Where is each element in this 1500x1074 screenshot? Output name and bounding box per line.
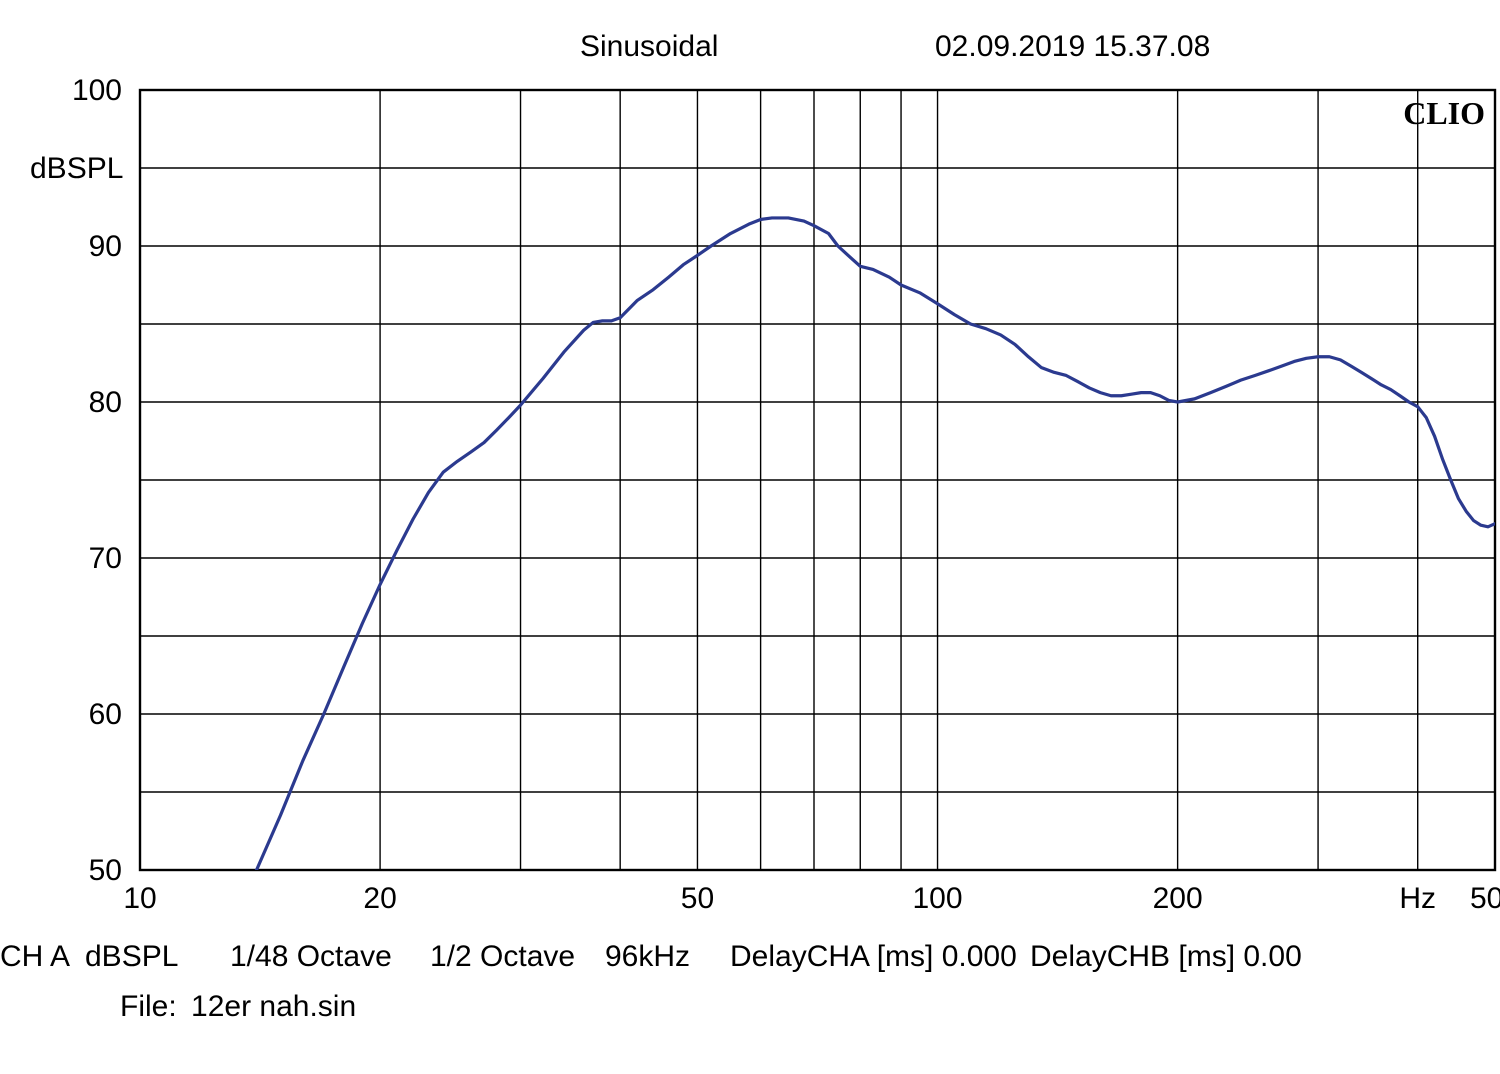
frequency-response-plot: 50 60 70 80 90 100 dBSPL 10 20 50 100 200 Hz 500 CLIO [0,0,1500,1074]
footer-segment: 96kHz [605,940,690,974]
file-label: File: [120,990,177,1023]
svg-text:100: 100 [72,74,122,107]
footer-file-line: File: 12er nah.sin [120,990,356,1024]
svg-text:10: 10 [123,882,156,915]
svg-text:500: 500 [1470,882,1500,915]
measurement-timestamp: 02.09.2019 15.37.08 [935,30,1210,64]
svg-text:60: 60 [89,698,122,731]
svg-text:dBSPL: dBSPL [30,152,123,185]
svg-text:80: 80 [89,386,122,419]
svg-text:50: 50 [89,854,122,887]
svg-text:90: 90 [89,230,122,263]
measurement-chart-screenshot: Sinusoidal 02.09.2019 15.37.08 50 60 70 80 9… [0,0,1500,1074]
file-name: 12er nah.sin [191,990,356,1023]
svg-text:CLIO: CLIO [1403,95,1485,131]
footer-segment: CH A [0,940,70,974]
chart-title: Sinusoidal [580,30,718,64]
footer-segment: DelayCHA [ms] 0.000 [730,940,1017,974]
footer-segment: dBSPL [85,940,178,974]
footer-segment: DelayCHB [ms] 0.00 [1030,940,1302,974]
svg-text:20: 20 [363,882,396,915]
svg-text:100: 100 [913,882,963,915]
footer-segment: 1/2 Octave [430,940,575,974]
svg-text:200: 200 [1153,882,1203,915]
footer-segment: 1/48 Octave [230,940,392,974]
svg-text:Hz: Hz [1399,882,1436,915]
svg-text:50: 50 [681,882,714,915]
svg-text:70: 70 [89,542,122,575]
